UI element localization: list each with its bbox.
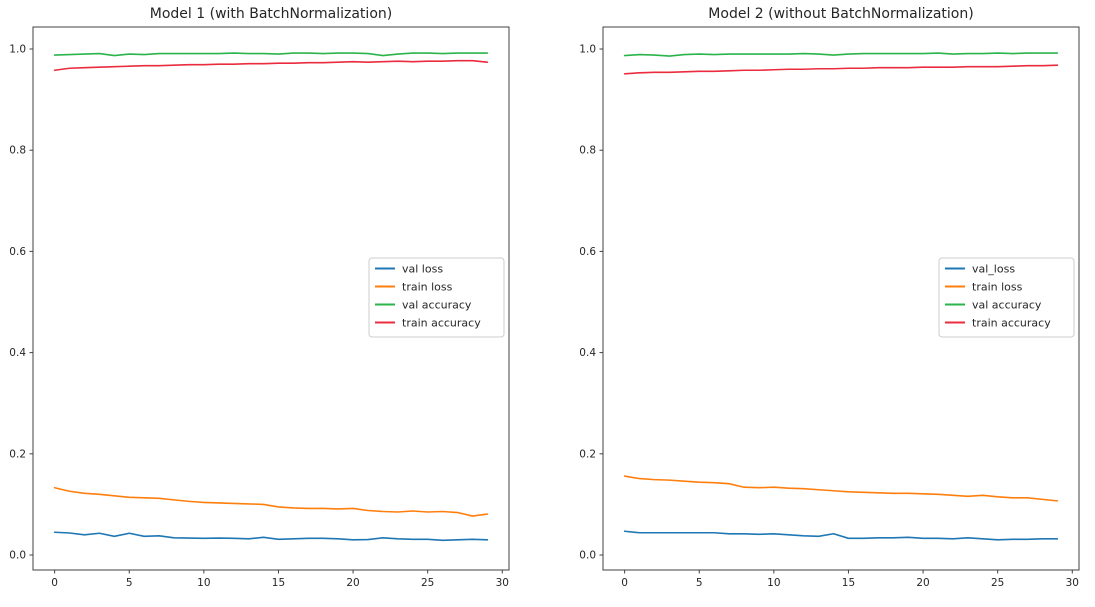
- y-tick-label: 0.8: [579, 145, 596, 157]
- axes-spines: [32, 26, 510, 571]
- legend-label-val-accuracy: val accuracy: [972, 298, 1042, 311]
- series-line-train-loss: [623, 475, 1059, 502]
- legend-label-val-accuracy: val accuracy: [402, 298, 472, 311]
- x-tick-label: 25: [991, 577, 1004, 589]
- x-tick-label: 15: [272, 577, 285, 589]
- series-line-val-loss: [53, 531, 489, 542]
- legend-box: [938, 257, 1075, 338]
- series-line-train-accuracy: [623, 64, 1059, 75]
- y-tick-label: 0.4: [579, 347, 596, 359]
- x-tick-label: 30: [1066, 577, 1079, 589]
- y-tick-label: 0.8: [9, 145, 26, 157]
- legend-label-train-accuracy: train accuracy: [402, 316, 481, 329]
- x-tick-label: 0: [51, 577, 58, 589]
- legend-box: [368, 257, 505, 338]
- subplot-1: 0 5 10 15 20 25 30 0.0 0.2 0.4 0.6 0.8 1.0 val loss tr…: [9, 26, 510, 589]
- y-tick-label: 0.4: [9, 347, 26, 359]
- legend-label-train-loss: train loss: [402, 280, 453, 293]
- x-tick-label: 5: [126, 577, 133, 589]
- x-tick-label: 20: [346, 577, 359, 589]
- ticks: 0 5 10 15 20 25 30 0.0 0.2 0.4 0.6 0.8 1.0: [579, 44, 1079, 589]
- legend-label-train-accuracy: train accuracy: [972, 316, 1051, 329]
- series-line-val-accuracy: [623, 52, 1059, 57]
- y-tick-label: 1.0: [579, 44, 596, 56]
- legend-label-val-loss: val_loss: [972, 262, 1015, 275]
- series-line-val-loss: [623, 530, 1059, 541]
- x-tick-label: 15: [842, 577, 855, 589]
- y-tick-label: 0.0: [579, 550, 596, 562]
- legend-label-train-loss: train loss: [972, 280, 1023, 293]
- series-line-train-accuracy: [53, 59, 489, 72]
- x-tick-label: 25: [421, 577, 434, 589]
- y-tick-label: 0.6: [579, 246, 596, 258]
- y-tick-label: 0.0: [9, 550, 26, 562]
- x-tick-label: 30: [496, 577, 509, 589]
- x-tick-label: 0: [621, 577, 628, 589]
- x-tick-label: 5: [696, 577, 703, 589]
- series-line-val-accuracy: [53, 52, 489, 57]
- ticks: 0 5 10 15 20 25 30 0.0 0.2 0.4 0.6 0.8 1.0: [9, 44, 509, 589]
- y-tick-label: 0.2: [9, 448, 26, 460]
- axes-spines: [602, 26, 1080, 571]
- x-tick-label: 10: [767, 577, 780, 589]
- x-tick-label: 10: [197, 577, 210, 589]
- legend: val loss train loss val accuracy train accu…: [368, 257, 505, 338]
- y-tick-label: 0.6: [9, 246, 26, 258]
- chart-title-model1: Model 1 (with BatchNormalization): [149, 6, 393, 22]
- y-tick-label: 1.0: [9, 44, 26, 56]
- chart-title-model2: Model 2 (without BatchNormalization): [708, 6, 974, 22]
- x-tick-label: 20: [916, 577, 929, 589]
- legend-label-val-loss: val loss: [402, 262, 443, 275]
- subplot-2: 0 5 10 15 20 25 30 0.0 0.2 0.4 0.6 0.8 1.0 val_losstr…: [579, 26, 1080, 589]
- y-tick-label: 0.2: [579, 448, 596, 460]
- series-line-train-loss: [53, 486, 489, 517]
